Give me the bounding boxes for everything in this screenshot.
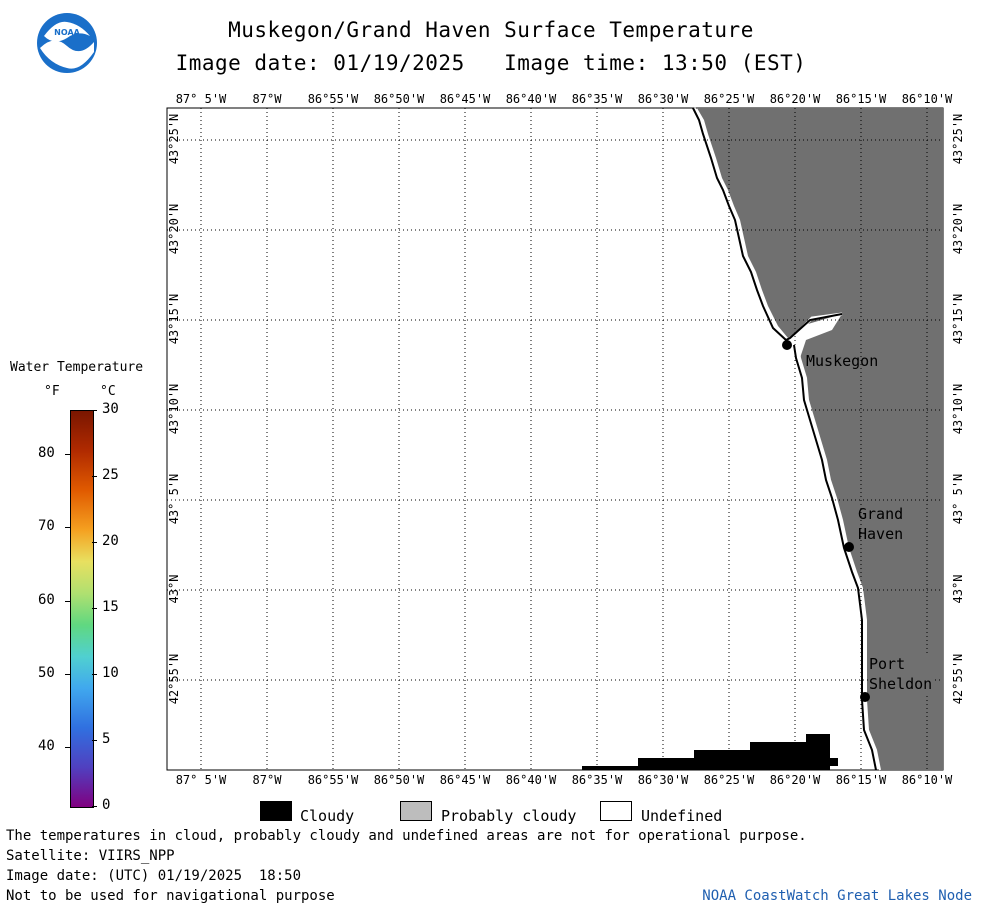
place-label-muskegon: Muskegon [806, 352, 879, 370]
footer-utc-date: Image date: (UTC) 01/19/2025 18:50 [6, 868, 302, 884]
lat-tick-left: 42°55'N [167, 653, 181, 705]
legend-undefined-swatch [600, 801, 632, 821]
cloud-region [582, 734, 838, 770]
colorbar-f-tick: 80 [38, 445, 55, 461]
grand-haven-marker [844, 542, 854, 552]
colorbar-f-tickmark [65, 454, 70, 455]
lat-tick-left: 43°10'N [167, 383, 181, 435]
lon-tick-bottom: 86°45'W [439, 773, 491, 787]
lat-tick-right: 43°10'N [951, 383, 965, 435]
colorbar-f-tickmark [65, 747, 70, 749]
lon-tick-top: 86°35'W [571, 92, 623, 106]
footer-nav-warning: Not to be used for navigational purpose [6, 888, 335, 904]
colorbar-unit-f: °F [44, 384, 60, 399]
muskegon-marker [782, 340, 792, 350]
colorbar-title: Water Temperature [10, 360, 144, 375]
lon-tick-bottom: 86°10'W [901, 773, 953, 787]
lon-tick-bottom: 87°W [252, 773, 282, 787]
lon-tick-top: 86°45'W [439, 92, 491, 106]
lon-tick-top: 86°15'W [835, 92, 887, 106]
lon-tick-bottom: 86°25'W [703, 773, 755, 787]
colorbar-f-tickmark [65, 674, 70, 675]
footer-credit: NOAA CoastWatch Great Lakes Node [702, 888, 972, 904]
colorbar-c-tickmark [92, 740, 97, 741]
colorbar-f-tick: 60 [38, 591, 55, 608]
colorbar-c-tick: 10 [102, 665, 119, 681]
map-subtitle: Image date: 01/19/2025 Image time: 13:50… [175, 51, 807, 75]
lat-tick-right: 43°20'N [951, 203, 965, 255]
colorbar-c-tickmark [92, 542, 97, 543]
lon-tick-top: 86°50'W [373, 92, 425, 106]
lon-tick-top: 86°25'W [703, 92, 755, 106]
colorbar-c-tick: 25 [102, 467, 119, 483]
lon-tick-bottom: 87° 5'W [175, 773, 227, 787]
logo-text: NOAA [54, 28, 80, 37]
colorbar-gradient [70, 410, 94, 808]
coastline-black [692, 107, 877, 771]
place-label-port-sheldon: Port Sheldon [869, 654, 933, 694]
lon-tick-top: 86°30'W [637, 92, 689, 106]
legend-undefined-label: Undefined [641, 807, 723, 825]
lat-tick-left: 43° 5'N [167, 473, 181, 525]
lon-tick-bottom: 86°55'W [307, 773, 359, 787]
lat-tick-left: 43°20'N [167, 203, 181, 255]
colorbar-f-tick: 50 [38, 665, 55, 681]
legend-cloudy-swatch [260, 801, 292, 821]
graticule [167, 108, 943, 770]
colorbar-c-tickmark [92, 410, 97, 411]
lon-tick-top: 87°W [252, 92, 282, 106]
noaa-logo-icon: NOAA [37, 13, 97, 73]
colorbar-c-tick: 30 [102, 401, 119, 417]
lon-tick-top: 86°55'W [307, 92, 359, 106]
map-area [166, 107, 944, 771]
colorbar-c-tick: 0 [102, 797, 111, 813]
legend-cloudy-label: Cloudy [300, 807, 355, 825]
lat-tick-right: 43° 5'N [951, 473, 965, 525]
lat-tick-right: 43°15'N [951, 293, 965, 345]
lon-tick-bottom: 86°35'W [571, 773, 623, 787]
lon-tick-bottom: 86°50'W [373, 773, 425, 787]
port-sheldon-marker [860, 692, 870, 702]
lon-tick-bottom: 86°15'W [835, 773, 887, 787]
colorbar-f-tickmark [65, 600, 70, 602]
lon-tick-top: 86°20'W [769, 92, 821, 106]
lat-tick-left: 43°25'N [167, 113, 181, 165]
colorbar-c-tick: 20 [102, 533, 119, 549]
coastline-white-south [797, 344, 881, 771]
lon-tick-top: 86°40'W [505, 92, 557, 106]
legend-probably-cloudy-label: Probably cloudy [441, 807, 577, 825]
lon-tick-bottom: 86°30'W [637, 773, 689, 787]
footer-disclaimer: The temperatures in cloud, probably clou… [6, 828, 807, 844]
colorbar-c-tickmark [92, 806, 97, 807]
lat-tick-right: 42°55'N [951, 653, 965, 705]
colorbar-c-tickmark [92, 674, 97, 675]
place-label-grand-haven: Grand Haven [858, 505, 904, 543]
colorbar-c-tick: 5 [102, 731, 111, 747]
colorbar-f-tick: 40 [38, 738, 55, 755]
lat-tick-left: 43°15'N [167, 293, 181, 345]
colorbar-c-tickmark [92, 476, 97, 477]
lat-tick-right: 43°N [951, 574, 965, 604]
lon-tick-bottom: 86°40'W [505, 773, 557, 787]
lon-tick-bottom: 86°20'W [769, 773, 821, 787]
colorbar-f-tickmark [65, 527, 70, 529]
footer-satellite: Satellite: VIIRS_NPP [6, 848, 175, 864]
legend-probably-cloudy-swatch [400, 801, 432, 821]
colorbar-c-tick: 15 [102, 599, 119, 615]
lon-tick-top: 87° 5'W [175, 92, 227, 106]
lon-tick-top: 86°10'W [901, 92, 953, 106]
colorbar-unit-c: °C [100, 384, 116, 399]
lat-tick-left: 43°N [167, 574, 181, 604]
colorbar-c-tickmark [92, 608, 97, 609]
map-title: Muskegon/Grand Haven Surface Temperature [228, 18, 754, 42]
colorbar-f-tick: 70 [38, 518, 55, 535]
lat-tick-right: 43°25'N [951, 113, 965, 165]
